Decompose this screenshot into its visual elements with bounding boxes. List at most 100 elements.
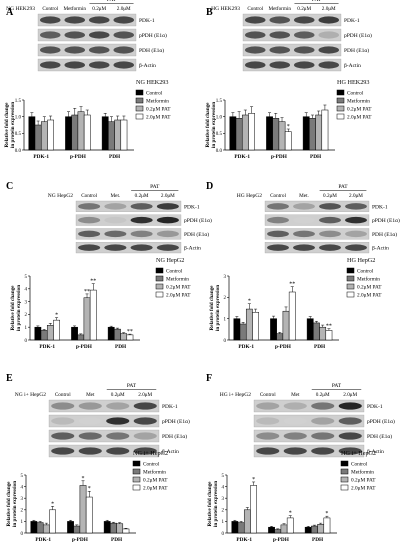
bar [77, 111, 85, 151]
blot-band [88, 16, 110, 24]
legend-swatch [135, 97, 144, 104]
bar [306, 318, 314, 341]
lane-label: 2.0μM [117, 6, 131, 12]
bar [101, 116, 109, 151]
legend-swatch [155, 275, 164, 282]
blot-strip [242, 58, 342, 72]
legend-label: Control [347, 91, 364, 97]
legend-swatch [336, 105, 345, 112]
bar [233, 318, 241, 341]
blot-band [130, 230, 153, 238]
bar [83, 114, 91, 151]
blot-band [78, 244, 101, 251]
lane-label: Control [81, 193, 97, 199]
lane-label: Metformin [64, 5, 87, 12]
bar [71, 326, 78, 341]
legend-swatch [132, 476, 141, 483]
blot-strip [253, 399, 365, 413]
x-tick-label: PDK-1 [238, 344, 254, 350]
protein-label: pPDH (E1α) [162, 418, 190, 425]
blot-band [319, 216, 341, 224]
blot-band [244, 16, 266, 24]
y-tick-label: 1 [224, 317, 227, 322]
chart-title: HG HEK293 [337, 79, 369, 86]
blot-group-label: PAT [150, 184, 160, 190]
blot-band [106, 402, 130, 410]
bar [311, 525, 318, 534]
legend-swatch [132, 460, 141, 467]
blot-strip [75, 214, 182, 226]
blot-band [293, 244, 315, 251]
bar [79, 485, 87, 534]
y-tick-label: 0 [224, 339, 227, 344]
bar [28, 116, 36, 151]
blot-band [39, 61, 61, 69]
bar [120, 333, 128, 341]
y-tick-label: 4 [222, 485, 225, 490]
blot-band [267, 216, 289, 224]
y-tick-label: 1 [222, 520, 225, 525]
bar [110, 522, 117, 534]
protein-label: PDK-1 [367, 404, 383, 410]
blot-band [345, 244, 367, 251]
legend-swatch [155, 283, 164, 290]
protein-label: pPDH (E1α) [344, 32, 372, 39]
lane-label: Control [247, 6, 263, 12]
significance-mark: * [82, 476, 85, 482]
legend-swatch [132, 468, 141, 475]
blot-band [311, 417, 335, 425]
lane-label: 0.2μM [323, 193, 337, 199]
legend-swatch [340, 484, 349, 491]
y-axis-label: Relative fold changein protein expressio… [4, 102, 16, 148]
blot-band [133, 432, 157, 440]
lane-label: 2.0μM [322, 6, 336, 12]
blot-band [338, 417, 362, 425]
bar [103, 521, 111, 534]
legend-swatch [340, 468, 349, 475]
bar [108, 121, 115, 151]
blot-band [269, 16, 291, 24]
y-tick-label: 0.0 [15, 149, 22, 154]
blot-band [318, 31, 340, 39]
blot-strip [242, 43, 342, 57]
lane-label: Met. [299, 193, 309, 199]
protein-label: β-Actin [139, 63, 156, 69]
bar [49, 509, 56, 534]
legend-swatch [336, 97, 345, 104]
x-tick-label: PDK-1 [39, 344, 55, 350]
legend-swatch [340, 460, 349, 467]
protein-label: β-Actin [367, 449, 384, 455]
panel-b: BHG HEK293 Control Metformin 0.2μM 2.0μMPATP… [205, 0, 372, 160]
bar [237, 522, 245, 534]
blot-band [104, 203, 127, 210]
protein-label: pPDH (E1α) [367, 418, 395, 425]
protein-label: PDH (E1α) [367, 433, 392, 440]
blot-strip [48, 429, 160, 443]
significance-mark: * [51, 501, 54, 507]
blot-band [267, 244, 289, 251]
y-axis-label: Relative fold changein protein expressio… [205, 102, 217, 148]
blot-band [113, 61, 135, 69]
blot-band [133, 417, 157, 425]
x-tick-label: PDK-1 [35, 537, 51, 543]
bar [77, 334, 85, 341]
significance-mark: ** [90, 279, 96, 285]
panel-letter: D [206, 181, 213, 192]
blot-band [64, 46, 86, 54]
bar [73, 525, 81, 534]
y-tick-label: 3 [224, 275, 227, 280]
significance-mark: ** [289, 282, 295, 288]
lane-label: 0.2μM [297, 6, 311, 12]
legend-label: 2.0μM PAT [357, 293, 382, 299]
blot-band [318, 46, 340, 54]
blot-strip [253, 444, 365, 458]
lane-label: Met [86, 392, 95, 398]
blot-band [130, 244, 153, 251]
x-tick-label: PDK-1 [234, 154, 250, 160]
panel-letter: B [206, 7, 213, 18]
y-tick-label: 4 [21, 485, 24, 490]
